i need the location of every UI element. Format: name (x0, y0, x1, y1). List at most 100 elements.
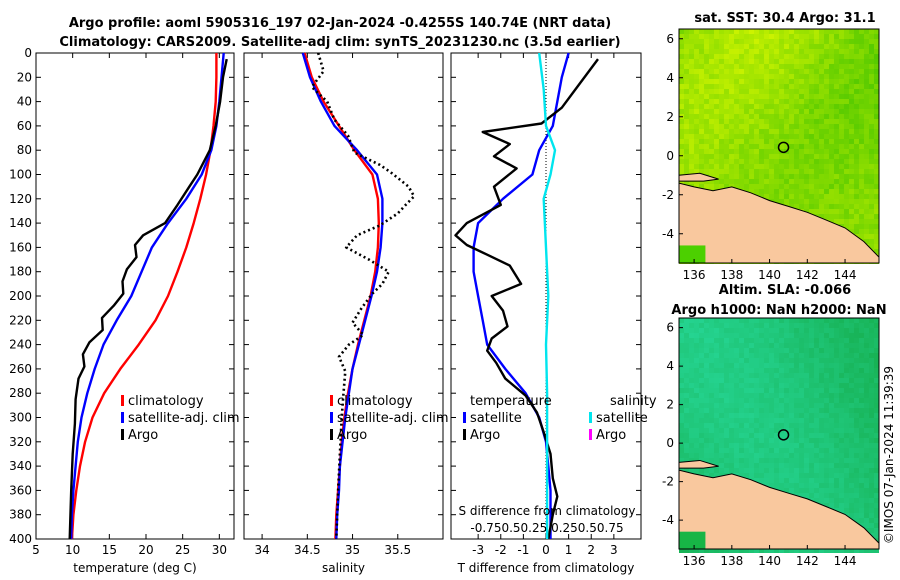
map-cell (764, 458, 769, 463)
map-cell (729, 413, 734, 418)
map-cell (759, 189, 764, 194)
map-cell (814, 323, 819, 328)
map-cell (699, 413, 704, 418)
map-cell (829, 548, 834, 553)
map-cell (729, 49, 734, 54)
map-cell (789, 39, 794, 44)
map-cell (684, 94, 689, 99)
map-cell (729, 164, 734, 169)
map-cell (679, 74, 684, 79)
map-cell (779, 129, 784, 134)
map-cell (739, 383, 744, 388)
map-cell (874, 508, 879, 513)
map-cell (794, 383, 799, 388)
map-cell (804, 149, 809, 154)
map-cell (744, 368, 749, 373)
map-cell (789, 129, 794, 134)
map-cell (679, 373, 684, 378)
difference-legend: temperature satellite Argo salinity sate… (463, 394, 657, 443)
map-cell (759, 44, 764, 49)
map-cell (759, 94, 764, 99)
map-cell (689, 104, 694, 109)
map-cell (739, 64, 744, 69)
map-cell (809, 343, 814, 348)
map-cell (694, 89, 699, 94)
map-cell (829, 398, 834, 403)
map-cell (784, 398, 789, 403)
map-cell (844, 393, 849, 398)
map-cell (839, 428, 844, 433)
map-cell (844, 463, 849, 468)
map-cell (864, 194, 869, 199)
map-cell (789, 99, 794, 104)
map-cell (749, 388, 754, 393)
x-tick-label: 140 (758, 554, 781, 568)
map-cell (839, 184, 844, 189)
map-cell (864, 39, 869, 44)
map-cell (684, 323, 689, 328)
map-cell (829, 214, 834, 219)
map-cell (844, 179, 849, 184)
map-cell (774, 134, 779, 139)
map-cell (799, 548, 804, 553)
map-cell (794, 44, 799, 49)
map-cell (849, 209, 854, 214)
map-cell (704, 134, 709, 139)
map-cell (714, 54, 719, 59)
map-cell (789, 428, 794, 433)
map-cell (864, 348, 869, 353)
y-tick-label: 320 (9, 435, 32, 449)
map-cell (689, 358, 694, 363)
map-cell (684, 363, 689, 368)
map-cell (684, 318, 689, 323)
x-axis-label: temperature (deg C) (73, 561, 196, 575)
map-cell (814, 194, 819, 199)
map-cell (869, 328, 874, 333)
map-cell (834, 144, 839, 149)
map-cell (804, 139, 809, 144)
map-cell (789, 423, 794, 428)
map-cell (859, 453, 864, 458)
map-cell (679, 159, 684, 164)
map-cell (849, 493, 854, 498)
map-cell (719, 149, 724, 154)
map-cell (804, 548, 809, 553)
map-cell (704, 328, 709, 333)
map-cell (789, 79, 794, 84)
map-cell (874, 338, 879, 343)
map-cell (834, 59, 839, 64)
map-cell (734, 44, 739, 49)
y-tick-label: 100 (9, 168, 32, 182)
map-cell (789, 124, 794, 129)
map-cell (819, 483, 824, 488)
map-cell (749, 453, 754, 458)
map-cell (744, 119, 749, 124)
map-cell (859, 358, 864, 363)
map-cell (834, 134, 839, 139)
map-cell (754, 368, 759, 373)
map-cell (709, 124, 714, 129)
map-cell (834, 124, 839, 129)
map-cell (839, 508, 844, 513)
map-cell (864, 99, 869, 104)
map-cell (724, 353, 729, 358)
map-cell (819, 54, 824, 59)
map-cell (814, 548, 819, 553)
map-cell (769, 39, 774, 44)
map-cell (744, 443, 749, 448)
map-cell (684, 99, 689, 104)
map-cell (694, 443, 699, 448)
map-cell (859, 164, 864, 169)
map-cell (849, 483, 854, 488)
map-cell (844, 209, 849, 214)
map-cell (794, 144, 799, 149)
map-cell (794, 99, 799, 104)
map-cell (719, 104, 724, 109)
map-cell (874, 398, 879, 403)
map-cell (719, 164, 724, 169)
map-cell (699, 44, 704, 49)
map-cell (809, 149, 814, 154)
map-cell (864, 443, 869, 448)
map-cell (769, 54, 774, 59)
map-cell (709, 378, 714, 383)
